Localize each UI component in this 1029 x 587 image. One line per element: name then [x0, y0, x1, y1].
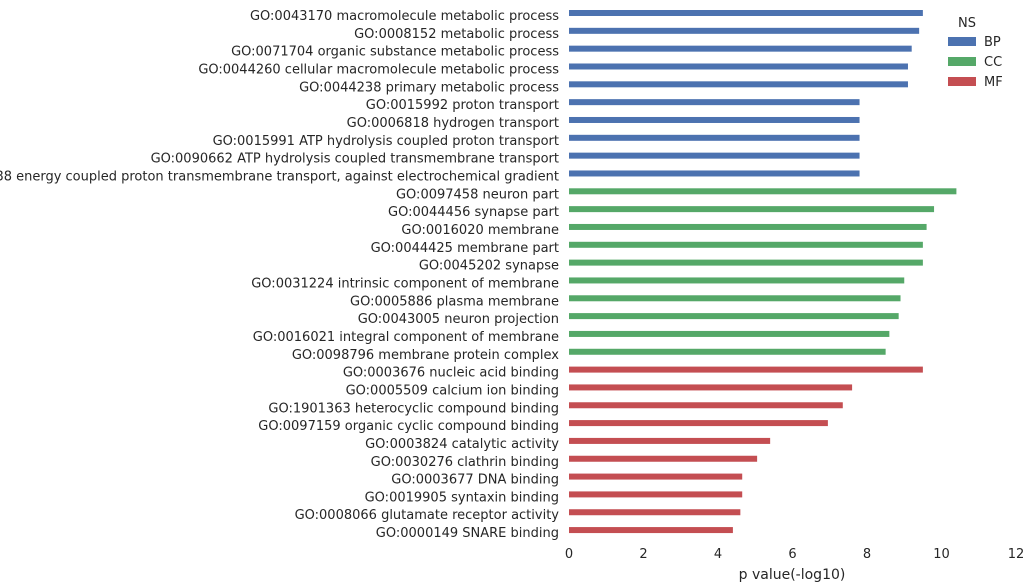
category-label: GO:0016020 membrane — [401, 223, 559, 238]
category-label: GO:0071704 organic substance metabolic p… — [231, 45, 559, 60]
bar-bp — [569, 99, 860, 106]
category-label: GO:1901363 heterocyclic compound binding — [268, 401, 559, 416]
bar-mf — [569, 384, 853, 391]
category-label: GO:0097458 neuron part — [396, 187, 559, 202]
bar-mf — [569, 473, 743, 480]
category-label: GO:0044425 membrane part — [371, 241, 559, 256]
category-label: GO:0090662 ATP hydrolysis coupled transm… — [151, 152, 559, 167]
category-label: GO:0000149 SNARE binding — [376, 526, 559, 541]
category-label: GO:0043170 macromolecule metabolic proce… — [250, 9, 559, 24]
category-label: GO:0003677 DNA binding — [391, 473, 559, 488]
category-labels-group: GO:0043170 macromolecule metabolic proce… — [0, 9, 559, 541]
bar-cc — [569, 188, 957, 195]
x-tick-label: 4 — [714, 547, 722, 562]
x-axis-title: p value(-log10) — [739, 567, 846, 583]
category-label: GO:0015991 ATP hydrolysis coupled proton… — [213, 134, 559, 149]
bar-cc — [569, 277, 905, 284]
category-label: GO:0006818 hydrogen transport — [347, 116, 559, 131]
bar-cc — [569, 241, 923, 248]
bar-bp — [569, 63, 908, 70]
category-label: GO:0043005 neuron projection — [358, 312, 559, 327]
bar-bp — [569, 45, 912, 52]
category-label: GO:0005886 plasma membrane — [350, 294, 559, 309]
bar-bp — [569, 27, 920, 34]
category-label: GO:0015988 energy coupled proton transme… — [0, 169, 559, 184]
x-tick-label: 8 — [863, 547, 871, 562]
legend-swatch-cc — [948, 57, 976, 66]
legend-label-bp: BP — [984, 35, 1001, 50]
legend-swatch-bp — [948, 37, 976, 46]
category-label: GO:0008066 glutamate receptor activity — [295, 508, 560, 523]
category-label: GO:0098796 membrane protein complex — [292, 348, 559, 363]
x-tick-label: 2 — [639, 547, 647, 562]
bar-bp — [569, 81, 908, 88]
bar-mf — [569, 420, 828, 427]
bar-bp — [569, 134, 860, 141]
bar-mf — [569, 437, 771, 444]
bar-bp — [569, 170, 860, 177]
bar-mf — [569, 527, 733, 534]
bar-mf — [569, 366, 923, 373]
bar-cc — [569, 223, 927, 230]
legend-label-mf: MF — [984, 75, 1003, 90]
x-tick-label: 12 — [1008, 547, 1025, 562]
x-tick-label: 6 — [788, 547, 796, 562]
category-label: GO:0097159 organic cyclic compound bindi… — [258, 419, 559, 434]
bar-cc — [569, 313, 899, 320]
bar-mf — [569, 455, 758, 462]
x-tick-label: 10 — [933, 547, 950, 562]
bar-mf — [569, 509, 741, 516]
bar-cc — [569, 348, 886, 355]
bar-cc — [569, 295, 901, 302]
category-label: GO:0005509 calcium ion binding — [346, 383, 559, 398]
legend-title: NS — [958, 16, 976, 31]
category-label: GO:0019905 syntaxin binding — [365, 490, 559, 505]
category-label: GO:0030276 clathrin binding — [371, 455, 559, 470]
bar-mf — [569, 402, 843, 409]
category-label: GO:0015992 proton transport — [366, 98, 559, 113]
category-label: GO:0044456 synapse part — [388, 205, 559, 220]
bar-bp — [569, 10, 923, 16]
bar-bp — [569, 116, 860, 123]
category-label: GO:0045202 synapse — [419, 259, 559, 274]
x-axis-ticks-group: 0 2 4 6 8 10 12 — [565, 547, 1024, 562]
bar-bp — [569, 152, 860, 159]
category-label: GO:0016021 integral component of membran… — [253, 330, 559, 345]
legend: NS BP CC MF — [948, 16, 1003, 90]
bar-cc — [569, 259, 923, 266]
bar-mf — [569, 491, 743, 498]
category-label: GO:0008152 metabolic process — [354, 27, 559, 42]
category-label: GO:0003824 catalytic activity — [365, 437, 559, 452]
category-label: GO:0003676 nucleic acid binding — [343, 366, 559, 381]
category-label: GO:0031224 intrinsic component of membra… — [251, 276, 559, 291]
category-label: GO:0044238 primary metabolic process — [299, 80, 559, 95]
legend-swatch-mf — [948, 77, 976, 86]
x-tick-label: 0 — [565, 547, 573, 562]
category-label: GO:0044260 cellular macromolecule metabo… — [198, 62, 559, 77]
legend-label-cc: CC — [984, 55, 1002, 70]
bar-cc — [569, 206, 935, 213]
bars-group — [569, 10, 957, 534]
bar-cc — [569, 330, 890, 337]
